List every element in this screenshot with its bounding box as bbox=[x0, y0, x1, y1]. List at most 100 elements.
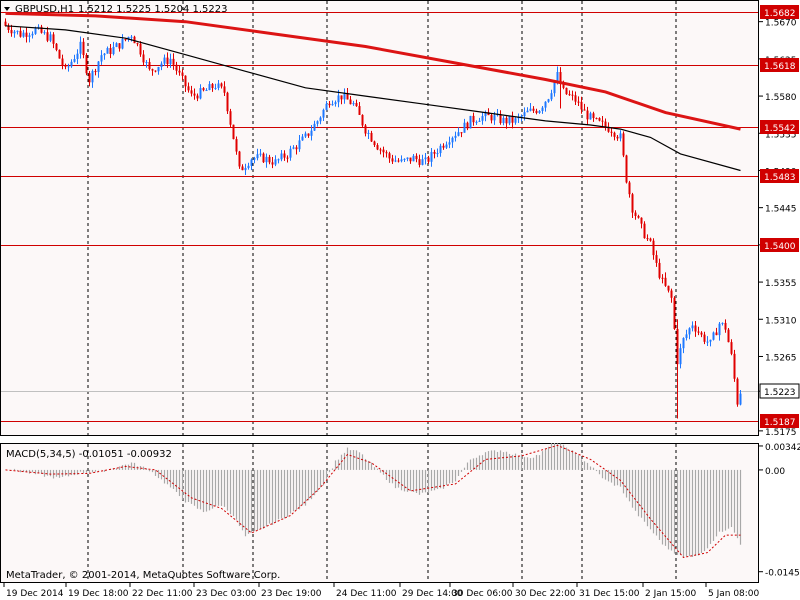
macd-background bbox=[0, 443, 759, 583]
candle-body bbox=[214, 87, 217, 89]
copyright-label: MetaTrader, © 2001-2014, MetaQuotes Soft… bbox=[6, 570, 280, 581]
candle-body bbox=[241, 166, 244, 171]
candle-body bbox=[46, 32, 49, 41]
macd-tick-label: 0.00342 bbox=[765, 443, 800, 453]
candle-body bbox=[721, 322, 724, 324]
candle-body bbox=[661, 277, 664, 279]
candle-body bbox=[550, 93, 553, 100]
macd-histogram bbox=[4, 443, 742, 558]
level-price-label: 1.5400 bbox=[764, 242, 796, 252]
candle-body bbox=[400, 159, 403, 162]
main-chart-frame[interactable] bbox=[0, 0, 759, 436]
candle-body bbox=[217, 83, 220, 88]
horizontal-levels[interactable] bbox=[1, 12, 758, 422]
level-price-label: 1.5483 bbox=[764, 173, 796, 183]
macd-tick-label: -0.01453 bbox=[765, 569, 800, 579]
candle-body bbox=[328, 103, 331, 106]
candle-body bbox=[310, 130, 313, 136]
price-axis[interactable]: 1.56701.56251.55801.55351.54901.54451.54… bbox=[759, 5, 800, 438]
candle-body bbox=[532, 108, 535, 111]
candle-body bbox=[439, 145, 442, 154]
candle-body bbox=[94, 70, 97, 73]
candle-body bbox=[136, 43, 139, 45]
candle-body bbox=[562, 83, 565, 88]
candle-body bbox=[100, 55, 103, 62]
candle-body bbox=[280, 153, 283, 160]
candle-body bbox=[610, 131, 613, 133]
candle-body bbox=[418, 159, 421, 165]
vertical-grid bbox=[87, 1, 677, 582]
candle-body bbox=[190, 90, 193, 94]
candle-body bbox=[223, 86, 226, 93]
candle-body bbox=[169, 58, 172, 65]
candle-body bbox=[685, 334, 688, 339]
candle-body bbox=[349, 99, 352, 105]
time-label: 23 Dec 19:00 bbox=[261, 589, 322, 599]
candle-body bbox=[295, 147, 298, 150]
level-price-tag[interactable] bbox=[760, 58, 799, 72]
candle-body bbox=[220, 83, 223, 87]
candle-body bbox=[691, 325, 694, 329]
candle-body bbox=[442, 145, 445, 148]
candle-body bbox=[67, 66, 70, 68]
chevron-down-icon[interactable] bbox=[4, 7, 10, 11]
price-tick-label: 1.5535 bbox=[765, 130, 797, 140]
level-price-tag[interactable] bbox=[760, 5, 799, 19]
candle-body bbox=[127, 36, 130, 40]
candle-body bbox=[613, 132, 616, 137]
candle-body bbox=[673, 297, 676, 329]
candle-body bbox=[541, 107, 544, 112]
candle-body bbox=[79, 41, 82, 54]
candle-body bbox=[403, 158, 406, 160]
candle-body bbox=[625, 155, 628, 183]
candle-body bbox=[487, 112, 490, 116]
candle-body bbox=[163, 57, 166, 64]
ohlc-label: 1.5212 1.5225 1.5204 1.5223 bbox=[78, 4, 228, 15]
candle-body bbox=[655, 255, 658, 263]
candle-body bbox=[709, 339, 712, 342]
macd-frame[interactable] bbox=[0, 443, 759, 583]
candle-body bbox=[325, 103, 328, 110]
price-tick-label: 1.5670 bbox=[765, 19, 797, 29]
level-price-tag[interactable] bbox=[760, 414, 799, 428]
candle-body bbox=[397, 160, 400, 162]
candle-body bbox=[139, 43, 142, 55]
candle-body bbox=[16, 30, 19, 32]
candle-body bbox=[367, 132, 370, 134]
candle-body bbox=[85, 55, 88, 74]
candle-body bbox=[43, 32, 46, 34]
candle-body bbox=[589, 113, 592, 120]
level-price-tag[interactable] bbox=[760, 238, 799, 252]
candle-body bbox=[565, 87, 568, 95]
candle-body bbox=[55, 43, 58, 50]
candle-body bbox=[472, 115, 475, 123]
candle-body bbox=[253, 158, 256, 160]
candle-body bbox=[106, 48, 109, 54]
candle-body bbox=[64, 65, 67, 67]
candle-body bbox=[205, 90, 208, 92]
candle-body bbox=[184, 75, 187, 87]
level-price-tag[interactable] bbox=[760, 169, 799, 183]
candle-body bbox=[154, 70, 157, 72]
time-label: 30 Dec 06:00 bbox=[452, 589, 513, 599]
candle-body bbox=[337, 95, 340, 103]
candle-body bbox=[82, 41, 85, 56]
candle-body bbox=[664, 277, 667, 286]
candle-body bbox=[574, 95, 577, 102]
candle-body bbox=[157, 67, 160, 72]
candles bbox=[4, 18, 742, 419]
candle-body bbox=[91, 70, 94, 83]
candle-body bbox=[733, 353, 736, 379]
time-label: 24 Dec 11:00 bbox=[336, 589, 397, 599]
candle-body bbox=[547, 99, 550, 102]
candle-body bbox=[622, 133, 625, 156]
candle-body bbox=[436, 153, 439, 155]
candle-body bbox=[259, 153, 262, 155]
candle-body bbox=[490, 115, 493, 121]
candle-body bbox=[118, 43, 121, 49]
candle-body bbox=[265, 156, 268, 163]
candle-body bbox=[556, 72, 559, 83]
level-price-tag[interactable] bbox=[760, 120, 799, 134]
candle-body bbox=[475, 121, 478, 123]
